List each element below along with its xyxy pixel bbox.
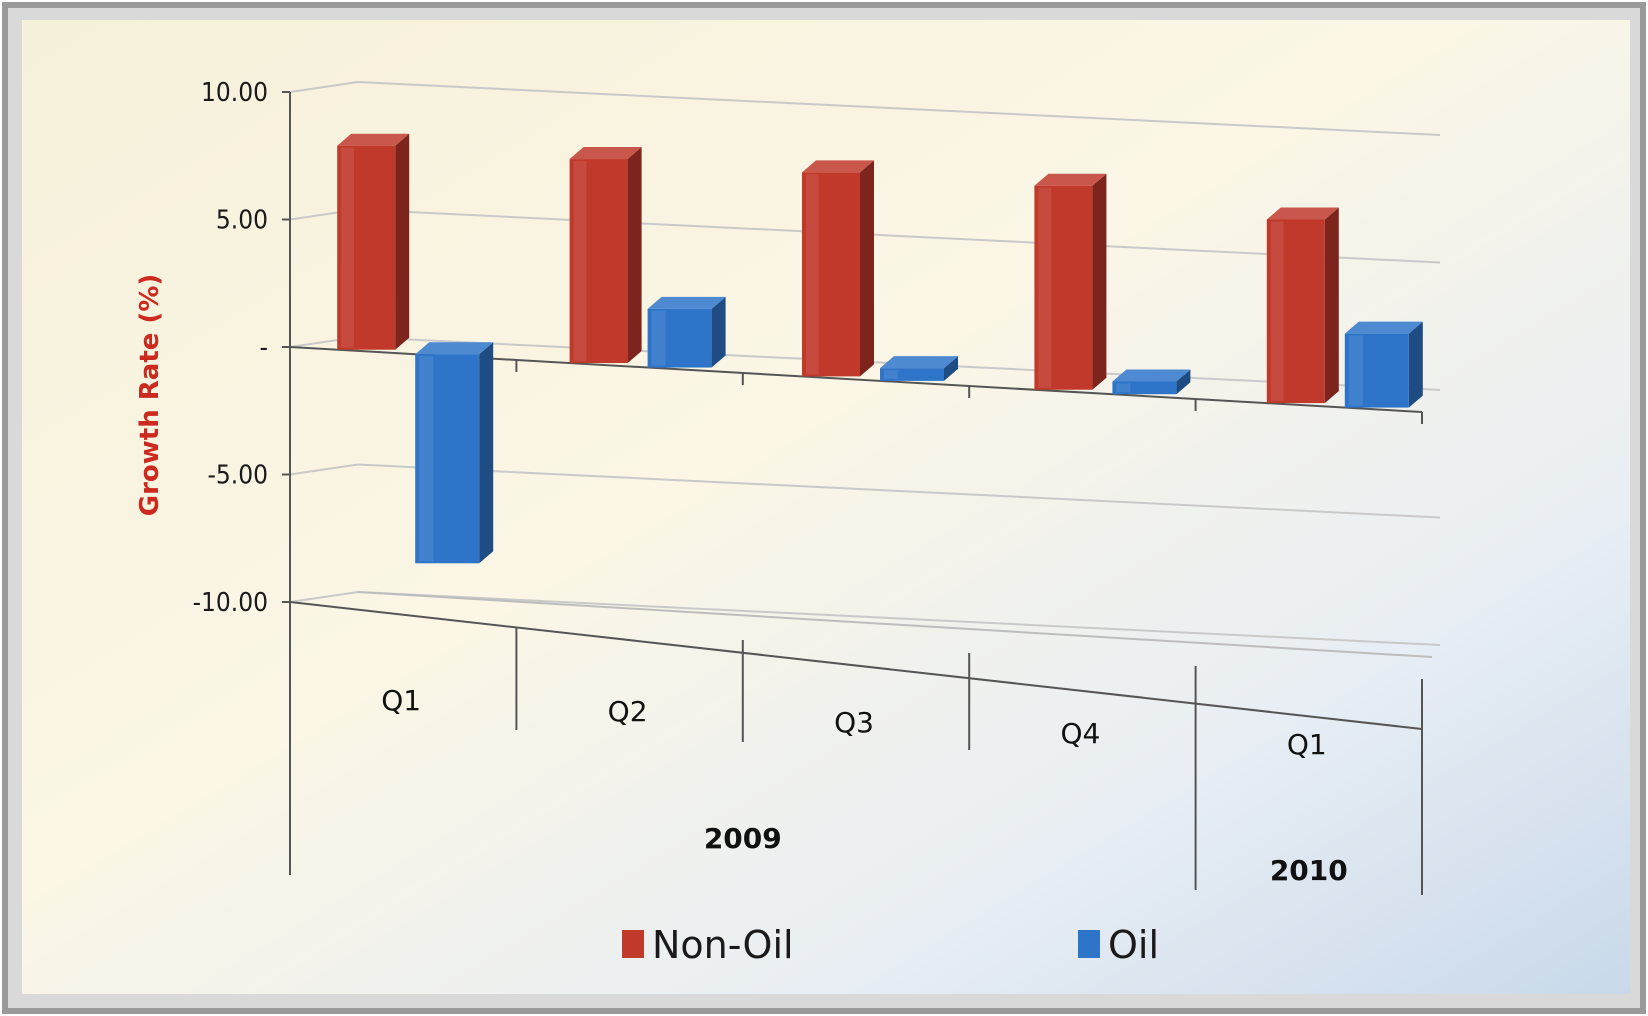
category-label: Q3 [834,706,874,739]
bar [802,160,874,377]
legend-swatch [1078,930,1100,958]
gridline [357,591,1441,646]
bar [1034,173,1107,390]
category-axis-line [289,601,1423,730]
bar [880,356,958,381]
legend: Non-Oil Oil [622,923,1159,967]
gridline-side [289,463,359,476]
group-label: 2009 [704,822,782,855]
gridline [357,463,1441,519]
category-label: Q1 [381,684,421,717]
legend-swatch [622,930,644,958]
gridline [357,208,1441,264]
y-tick-label: 5.00 [216,206,268,236]
labels: 10.00 5.00 - -5.00 -10.00 Q1 Q2 Q3 Q4 Q1 2009 2010 [193,78,1348,887]
y-tick-label: 10.00 [201,78,268,108]
y-tick-label: - [260,333,268,363]
y-tick-label: -10.00 [193,588,268,618]
legend-label: Oil [1108,923,1159,967]
y-tick-label: -5.00 [207,461,268,491]
bar [1112,369,1191,395]
bar [415,342,494,564]
bar [647,296,726,368]
gridline [357,81,1441,136]
bars [337,133,1423,564]
bar [1266,207,1339,404]
bar [569,147,642,364]
floor-edge [357,591,1433,658]
category-label: Q1 [1287,728,1327,761]
gridline-side [289,591,359,603]
category-label: Q4 [1060,717,1100,750]
group-label: 2010 [1270,854,1348,887]
y-axis-title: Growth Rate (%) [135,274,165,517]
bar [337,133,410,350]
bar [1344,321,1423,408]
gridline-side [289,81,359,93]
category-label: Q2 [608,695,648,728]
legend-label: Non-Oil [652,923,794,967]
